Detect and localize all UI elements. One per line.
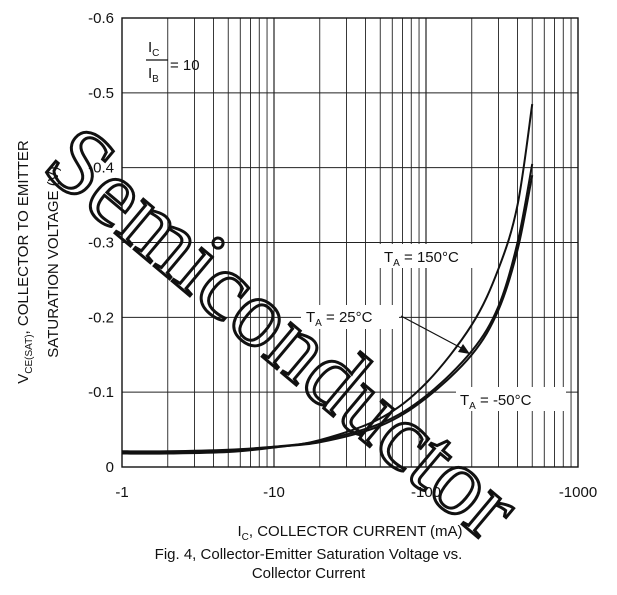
series-line-0: [121, 103, 534, 455]
y-axis-label-line1: VCE(SAT), COLLECTOR TO EMITTER: [15, 140, 35, 384]
condition-denominator: IB: [148, 65, 159, 85]
y-axis-label: VCE(SAT), COLLECTOR TO EMITTER SATURATIO…: [15, 140, 62, 384]
label-bg-25: [301, 305, 399, 329]
y-tick-label: -0.5: [88, 85, 114, 102]
x-axis-label: IC, COLLECTOR CURRENT (mA): [237, 523, 462, 543]
series-line-2: [121, 174, 534, 453]
x-tick-label: -1000: [559, 484, 597, 501]
y-axis-label-line2: SATURATION VOLTAGE (V): [45, 166, 62, 357]
x-tick-label: -1: [115, 484, 128, 501]
series-labels: TA = 150°C TA = 25°C TA = -50°C: [301, 244, 566, 412]
y-tick-label: -0.3: [88, 235, 114, 252]
figure-caption-line1: Fig. 4, Collector-Emitter Saturation Vol…: [154, 546, 463, 563]
y-tick-label: -0.6: [88, 10, 114, 27]
x-tick-labels: -1 -10 -100 -1000: [115, 484, 597, 501]
condition-value: = 10: [170, 57, 200, 74]
figure-caption-line2: Collector Current: [251, 565, 366, 582]
x-tick-label: -100: [411, 484, 441, 501]
condition-annotation: IC IB = 10: [146, 39, 200, 85]
x-tick-label: -10: [263, 484, 285, 501]
condition-numerator: IC: [148, 39, 159, 59]
plot-frame: [121, 17, 579, 468]
label-bg-m50: [456, 387, 566, 411]
series-label-25: TA = 25°C: [306, 309, 373, 329]
y-tick-label: -0.2: [88, 309, 114, 326]
series-label-m50: TA = -50°C: [460, 392, 532, 412]
series-label-150: TA = 150°C: [384, 249, 459, 269]
y-tick-label: -0.1: [88, 384, 114, 401]
label-25-arrow-line: [400, 315, 466, 351]
y-tick-label: 0: [106, 459, 114, 476]
label-25-arrowhead: [458, 344, 470, 354]
series-layer: [121, 103, 534, 455]
y-tick-label: -0.4: [88, 160, 114, 177]
y-tick-labels: 0 -0.1 -0.2 -0.3 -0.4 -0.5 -0.6: [88, 10, 114, 476]
label-bg-150: [378, 244, 490, 268]
